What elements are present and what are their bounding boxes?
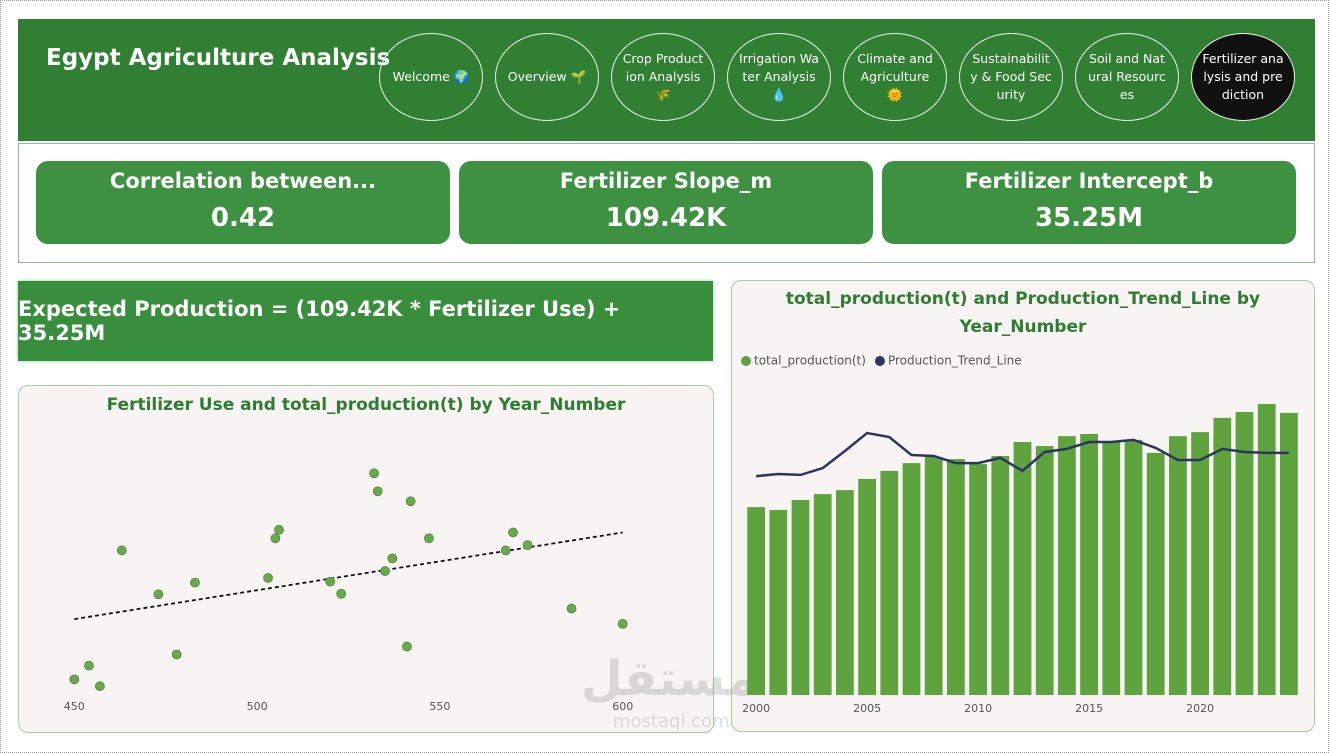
scatter-panel: Fertilizer Use and total_production(t) b… bbox=[18, 385, 714, 733]
watermark: mostaql.com bbox=[613, 711, 730, 732]
bar bbox=[1058, 436, 1076, 695]
bar bbox=[1191, 432, 1209, 695]
scatter-point bbox=[369, 468, 379, 479]
bar bbox=[902, 463, 921, 695]
scatter-point bbox=[171, 649, 182, 660]
legend-label: Production_Trend_Line bbox=[888, 354, 1022, 368]
trend-line bbox=[74, 531, 623, 621]
scatter-point bbox=[325, 576, 336, 587]
scatter-point bbox=[508, 527, 518, 538]
scatter-point bbox=[372, 486, 383, 497]
scatter-point bbox=[402, 641, 412, 652]
scatter-point bbox=[116, 545, 127, 556]
scatter-point bbox=[274, 524, 284, 535]
bar bbox=[924, 456, 943, 695]
bar bbox=[836, 490, 854, 695]
bar bbox=[1146, 452, 1165, 695]
nav-button[interactable]: Sustainability & Food Security bbox=[959, 33, 1063, 121]
kpi-value: 35.25M bbox=[1034, 203, 1144, 233]
dashboard-title: Egypt Agriculture Analysis bbox=[46, 45, 391, 71]
kpi-title: Fertilizer Slope_m bbox=[559, 169, 773, 193]
bar bbox=[1124, 439, 1143, 695]
bar bbox=[791, 500, 810, 695]
watermark: مستقل bbox=[581, 651, 757, 707]
nav-button[interactable]: Crop Production Analysis 🌾 bbox=[611, 33, 715, 121]
x-tick-label: 2000 bbox=[742, 702, 770, 715]
nav-button[interactable]: Fertilizer analysis and prediction bbox=[1191, 33, 1295, 121]
x-tick-label: 600 bbox=[612, 700, 633, 713]
bar bbox=[1035, 446, 1054, 695]
scatter-point bbox=[522, 540, 533, 551]
bar bbox=[1080, 433, 1098, 695]
x-tick-label: 550 bbox=[429, 700, 450, 713]
scatter-point bbox=[190, 577, 200, 588]
kpi-value: 0.42 bbox=[210, 203, 276, 233]
x-tick-label: 500 bbox=[247, 700, 268, 713]
x-tick-label: 2005 bbox=[853, 702, 881, 715]
kpi-title: Fertilizer Intercept_b bbox=[964, 169, 1214, 193]
bar bbox=[969, 464, 987, 695]
nav-button[interactable]: Soil and Natural Resources bbox=[1075, 33, 1179, 121]
header: Egypt Agriculture Analysis Welcome 🌍 Over… bbox=[18, 19, 1315, 141]
nav-button[interactable]: Irrigation Water Analysis💧 bbox=[727, 33, 831, 121]
scatter-point bbox=[617, 618, 628, 629]
legend-marker bbox=[874, 356, 885, 366]
bar bbox=[858, 478, 876, 695]
bar bbox=[1213, 417, 1232, 695]
bar bbox=[747, 507, 765, 695]
x-tick-label: 450 bbox=[64, 700, 85, 713]
scatter-point bbox=[566, 603, 577, 614]
kpi-card: Correlation between... 0.42 bbox=[36, 161, 450, 244]
bar bbox=[813, 494, 832, 695]
bar bbox=[1013, 442, 1032, 695]
scatter-point bbox=[84, 660, 94, 671]
scatter-point bbox=[424, 533, 434, 544]
x-tick-label: 2010 bbox=[964, 702, 992, 715]
x-tick-label: 2020 bbox=[1186, 702, 1214, 715]
bar bbox=[991, 455, 1010, 695]
scatter-point bbox=[500, 545, 511, 556]
nav-button[interactable]: Overview 🌱 bbox=[495, 33, 599, 121]
chart-title: total_production(t) and Production_Trend… bbox=[785, 289, 1261, 337]
legend-marker bbox=[741, 356, 751, 366]
bar bbox=[1169, 436, 1187, 695]
legend-label: total_production(t) bbox=[754, 354, 866, 368]
scatter-point bbox=[69, 674, 80, 685]
kpi-card: Fertilizer Slope_m 109.42K bbox=[459, 161, 873, 244]
scatter-point bbox=[153, 589, 164, 600]
kpi-card: Fertilizer Intercept_b 35.25M bbox=[882, 161, 1296, 244]
scatter-point bbox=[336, 588, 347, 599]
bar bbox=[1102, 442, 1121, 695]
kpi-title: Correlation between... bbox=[109, 169, 377, 193]
bar bbox=[1257, 403, 1276, 695]
trend-line bbox=[755, 431, 1289, 478]
bar bbox=[1280, 412, 1298, 695]
nav-button[interactable]: Climate and Agriculture 🌞 bbox=[843, 33, 947, 121]
bar bbox=[1235, 411, 1254, 695]
chart-title: Fertilizer Use and total_production(t) b… bbox=[106, 395, 626, 415]
kpi-value: 109.42K bbox=[605, 203, 727, 233]
scatter-point bbox=[405, 496, 416, 507]
bar bbox=[947, 459, 965, 695]
scatter-point bbox=[94, 681, 105, 692]
scatter-point bbox=[270, 533, 281, 544]
nav-button[interactable]: Welcome 🌍 bbox=[379, 33, 483, 121]
scatter-point bbox=[380, 566, 390, 576]
bar bbox=[769, 509, 788, 695]
scatter-point bbox=[387, 553, 398, 564]
x-tick-label: 2015 bbox=[1075, 702, 1103, 715]
scatter-point bbox=[263, 573, 273, 583]
kpi-panel: Correlation between... 0.42 Fertilizer Slo… bbox=[18, 143, 1315, 263]
formula: Expected Production = (109.42K * Fertili… bbox=[18, 281, 713, 361]
bar bbox=[880, 470, 899, 695]
